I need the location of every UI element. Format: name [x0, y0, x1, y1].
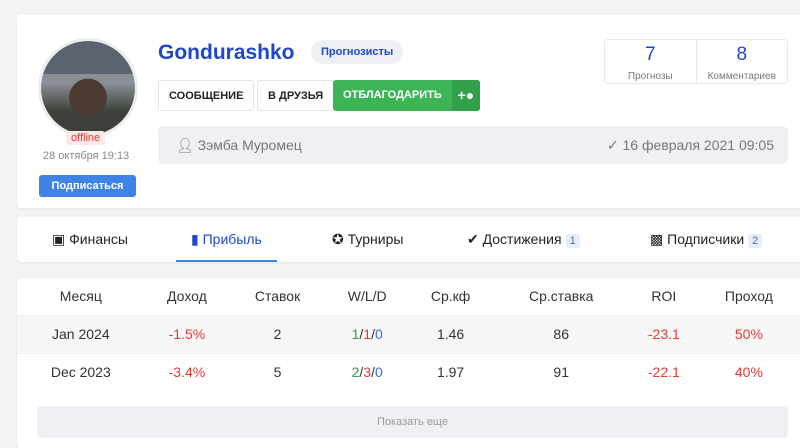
- cell: 50%: [697, 314, 800, 353]
- col-avg-odds: Ср.кф: [430, 288, 471, 305]
- col-pass: Проход: [724, 288, 773, 305]
- subscribe-button[interactable]: Подписаться: [39, 175, 136, 197]
- avatar[interactable]: [38, 38, 138, 138]
- cell: 40%: [697, 352, 800, 391]
- profile-card: offline 28 октября 19:13 Подписаться Gon…: [17, 15, 800, 208]
- info-bar: 👤︎ Зэмба Муромец ✓ 16 февраля 2021 09:05: [158, 126, 788, 164]
- cell-wld: 1/1/0: [325, 314, 409, 353]
- username: Gondurashko: [158, 41, 295, 64]
- tab-profit[interactable]: ▮ Прибыль: [176, 217, 277, 262]
- stat-value: 8: [736, 44, 748, 65]
- cell: -1.5%: [144, 314, 230, 353]
- cell: -22.1: [629, 352, 698, 391]
- tab-bar: ▣ Финансы ▮ Прибыль ✪ Турниры ✔ Достижен…: [17, 217, 800, 262]
- tab-achievements[interactable]: ✔ Достижения 1: [467, 217, 580, 262]
- table-row: Jan 2024 -1.5% 2 1/1/0 1.46 86 -23.1 50%: [17, 314, 800, 353]
- star-icon: ✪: [332, 231, 348, 247]
- col-bets: Ставок: [254, 288, 301, 305]
- stat-comments[interactable]: 8 Комментариев: [695, 40, 788, 83]
- tab-tournaments[interactable]: ✪ Турниры: [332, 217, 403, 262]
- cell: Dec 2023: [17, 352, 145, 391]
- cell: -3.4%: [144, 352, 230, 391]
- stat-label: Прогнозы: [627, 71, 673, 82]
- stats-box: 7 Прогнозы 8 Комментариев: [604, 39, 788, 84]
- group-badge[interactable]: Прогнозисты: [311, 40, 404, 64]
- profit-table: Месяц Доход Ставок W/L/D Ср.кф Ср.ставка…: [17, 278, 800, 391]
- stat-value: 7: [644, 44, 656, 65]
- real-name: Зэмба Муромец: [197, 137, 302, 153]
- add-user-icon: +●: [451, 80, 480, 111]
- stat-label: Комментариев: [707, 71, 776, 82]
- tab-label: Турниры: [347, 231, 404, 247]
- col-roi: ROI: [651, 288, 677, 305]
- cell: 5: [229, 352, 326, 391]
- thank-label: ОТБЛАГОДАРИТЬ: [343, 89, 442, 101]
- cell: 91: [492, 352, 630, 391]
- table-header: Месяц Доход Ставок W/L/D Ср.кф Ср.ставка…: [17, 278, 800, 315]
- cell-wld: 2/3/0: [325, 352, 409, 391]
- id-badge-icon: ▩: [650, 231, 668, 247]
- cell: Jan 2024: [17, 314, 145, 353]
- cell: 86: [492, 314, 630, 353]
- table-row: Dec 2023 -3.4% 5 2/3/0 1.97 91 -22.1 40%: [17, 352, 800, 391]
- profit-table-card: Месяц Доход Ставок W/L/D Ср.кф Ср.ставка…: [17, 278, 800, 448]
- tab-label: Подписчики: [667, 231, 745, 247]
- cell: 1.46: [408, 314, 493, 353]
- col-wld: W/L/D: [347, 288, 387, 305]
- wallet-icon: ▣: [52, 231, 70, 247]
- badge-check-icon: ✔: [467, 231, 483, 247]
- registered-date: 16 февраля 2021 09:05: [622, 137, 774, 153]
- tab-subscribers[interactable]: ▩ Подписчики 2: [650, 217, 763, 262]
- user-check-icon: ✓: [606, 137, 623, 153]
- user-icon: 👤︎: [176, 137, 198, 153]
- add-friend-button[interactable]: В ДРУЗЬЯ: [257, 80, 335, 111]
- cell: -23.1: [629, 314, 698, 353]
- status-badge: offline: [66, 131, 106, 145]
- stat-predictions[interactable]: 7 Прогнозы: [605, 40, 696, 83]
- count-badge: 2: [748, 234, 763, 248]
- cell: 1.97: [408, 352, 493, 391]
- bar-chart-icon: ▮: [191, 231, 203, 247]
- last-seen: 28 октября 19:13: [43, 150, 130, 162]
- col-avg-stake: Ср.ставка: [528, 288, 594, 305]
- tab-label: Прибыль: [202, 231, 262, 247]
- message-button[interactable]: СООБЩЕНИЕ: [158, 80, 255, 111]
- tab-label: Финансы: [69, 231, 128, 247]
- thank-button[interactable]: ОТБЛАГОДАРИТЬ +●: [333, 80, 480, 111]
- col-month: Месяц: [59, 288, 102, 305]
- tab-label: Достижения: [482, 231, 562, 247]
- tab-finance[interactable]: ▣ Финансы: [52, 217, 128, 262]
- col-income: Доход: [167, 288, 207, 305]
- cell: 2: [229, 314, 326, 353]
- count-badge: 1: [565, 234, 580, 248]
- show-more-button[interactable]: Показать еще: [37, 406, 788, 438]
